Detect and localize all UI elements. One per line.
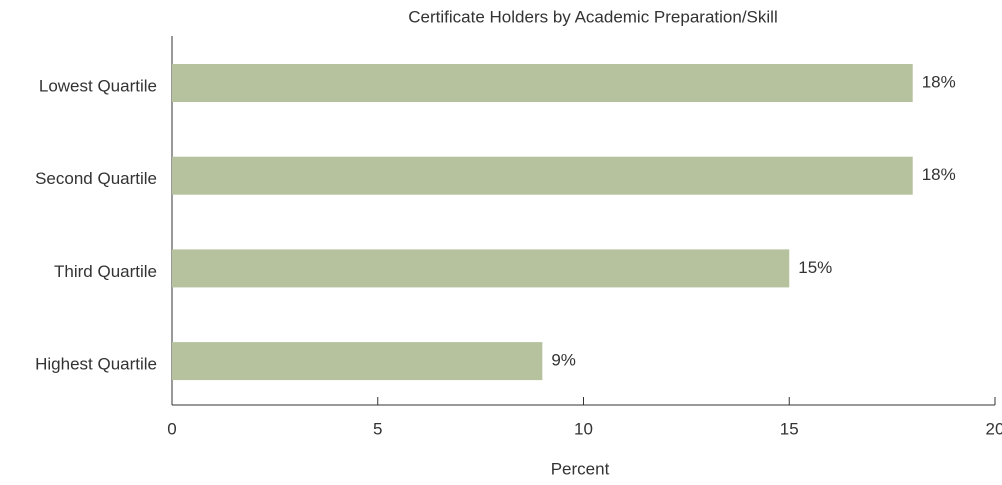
chart-title: Certificate Holders by Academic Preparat… [408,7,777,26]
data-label: 18% [922,72,956,91]
y-tick-label: Highest Quartile [35,355,157,374]
x-tick-label: 5 [373,419,382,438]
x-tick-label: 20 [986,419,1002,438]
bar [172,249,790,288]
bar [172,156,913,195]
x-tick-label: 0 [167,419,176,438]
bar [172,64,913,102]
x-axis-label: Percent [551,459,610,478]
y-tick-label: Lowest Quartile [39,76,157,95]
x-tick-label: 15 [780,419,799,438]
x-tick-label: 10 [574,419,593,438]
bar [172,342,543,381]
data-label: 15% [798,258,832,277]
y-tick-label: Second Quartile [35,169,157,188]
y-tick-label: Third Quartile [54,262,157,281]
data-label: 9% [551,351,576,370]
data-label: 18% [922,165,956,184]
